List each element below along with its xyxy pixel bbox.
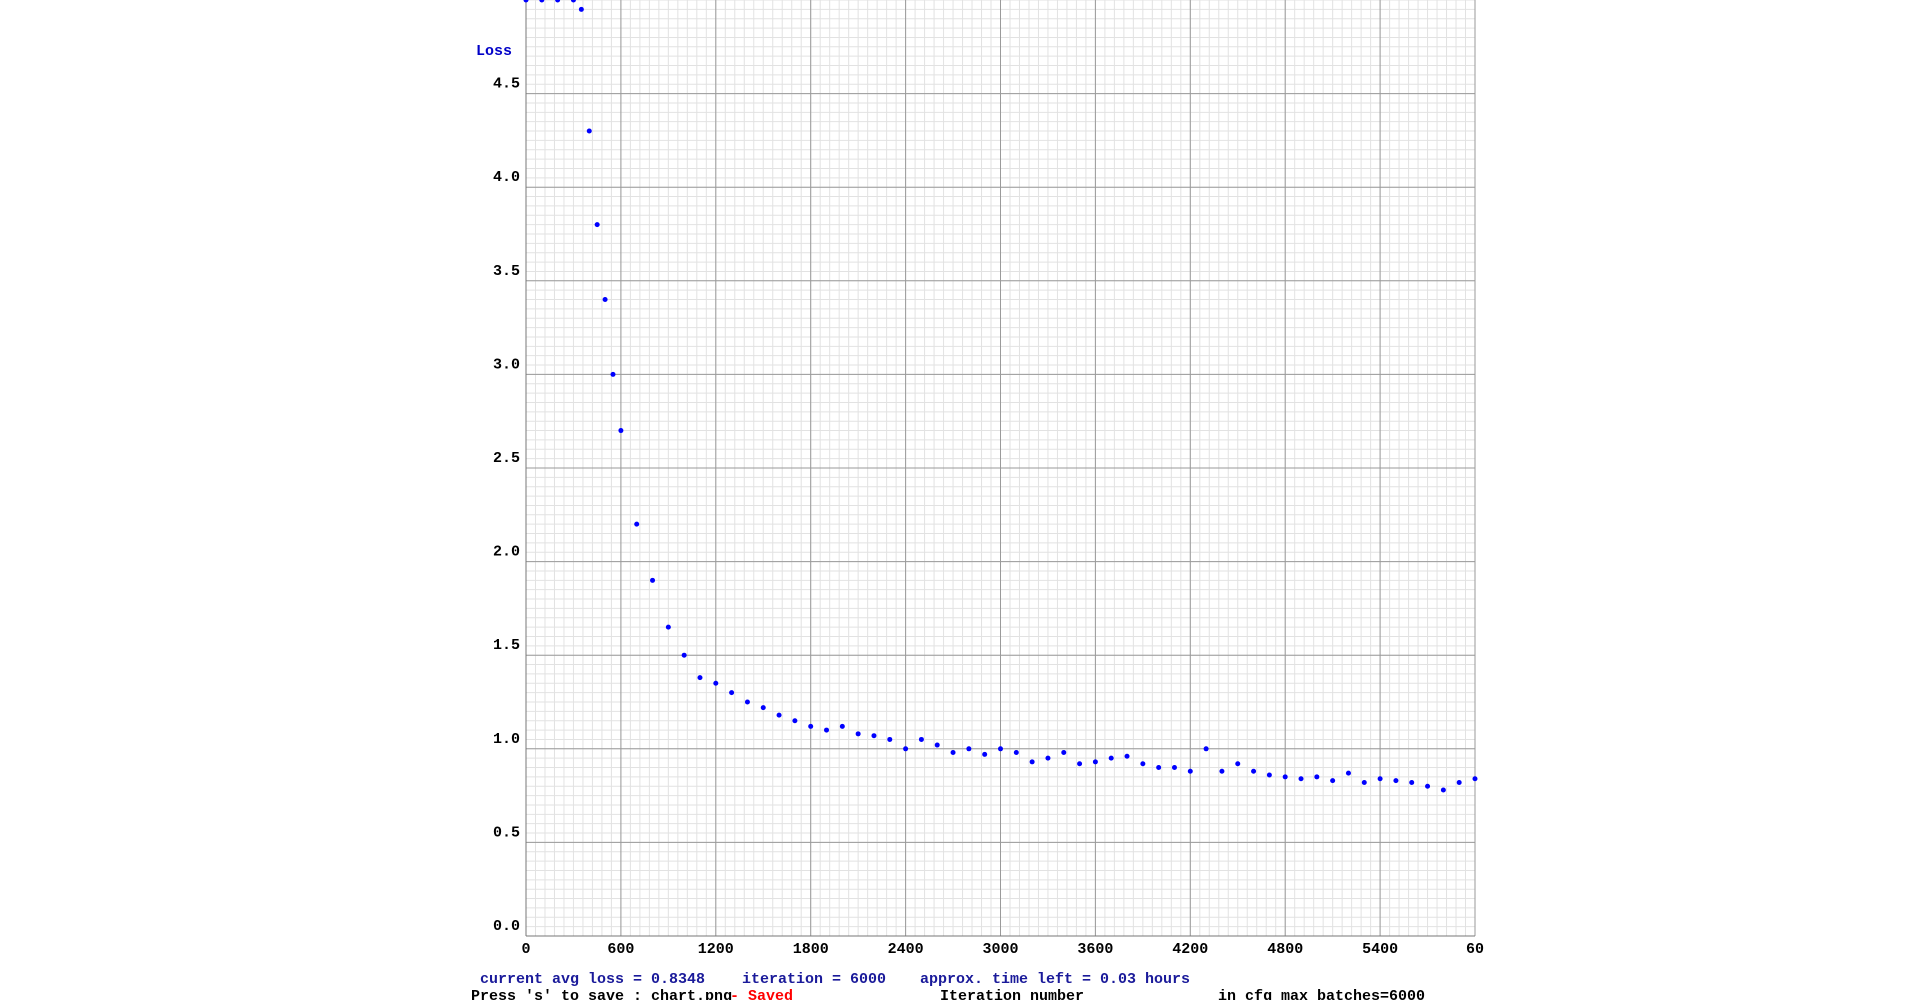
grid	[525, 0, 1476, 937]
data-point	[998, 746, 1003, 752]
x-tick-label: 60	[1466, 941, 1484, 958]
data-point	[1108, 755, 1114, 761]
x-tick-label: 5400	[1362, 941, 1398, 958]
x-tick-label: 3000	[982, 941, 1018, 958]
data-point	[871, 733, 877, 739]
data-point	[1282, 774, 1288, 780]
data-point	[570, 0, 576, 3]
data-point	[1409, 779, 1415, 785]
x-tick-label: 1200	[698, 941, 734, 958]
data-point	[665, 624, 671, 630]
data-point	[776, 712, 782, 718]
data-point	[1393, 778, 1399, 784]
data-point	[555, 0, 561, 3]
data-point	[1124, 753, 1130, 759]
data-point	[1330, 778, 1336, 784]
data-point	[1045, 755, 1051, 761]
data-point	[1077, 761, 1083, 767]
data-point	[578, 6, 584, 12]
y-tick-label: 1.5	[493, 637, 520, 654]
data-point	[760, 705, 766, 711]
data-point	[1251, 768, 1257, 774]
data-point	[950, 750, 956, 756]
y-tick-label: 3.5	[493, 263, 520, 280]
y-tick-label: 2.0	[493, 544, 520, 561]
data-point	[650, 577, 656, 583]
data-point	[618, 428, 624, 434]
data-point	[1187, 768, 1193, 774]
data-point	[681, 652, 687, 658]
x-tick-label: 4200	[1172, 941, 1208, 958]
data-point	[713, 680, 719, 686]
data-point	[1140, 761, 1146, 767]
data-point	[792, 718, 798, 724]
data-point	[1203, 746, 1209, 752]
data-point	[1472, 776, 1478, 782]
data-point	[1235, 761, 1241, 767]
data-point	[839, 723, 845, 729]
data-point	[966, 746, 972, 752]
data-point	[523, 0, 529, 3]
y-axis-label: Loss	[476, 43, 512, 60]
data-point	[1061, 750, 1067, 756]
data-point	[539, 0, 545, 3]
x-tick-label: 0	[521, 941, 530, 958]
data-point	[1013, 750, 1019, 756]
data-point	[918, 736, 924, 742]
data-point	[1314, 774, 1320, 780]
save-hint: Press 's' to save : chart.png	[471, 988, 732, 1000]
data-point	[1092, 759, 1098, 765]
x-tick-label: 600	[607, 941, 634, 958]
data-point	[744, 699, 750, 705]
data-point	[903, 746, 909, 752]
data-point	[1361, 779, 1367, 785]
data-point	[1156, 765, 1162, 771]
x-tick-label: 2400	[888, 941, 924, 958]
y-tick-label: 1.0	[493, 731, 520, 748]
y-tick-label: 2.5	[493, 450, 520, 467]
y-tick-label: 3.0	[493, 356, 520, 373]
data-point	[602, 297, 608, 303]
x-tick-label: 1800	[793, 941, 829, 958]
cfg-note: in cfg max_batches=6000	[1218, 988, 1425, 1000]
data-point	[1219, 768, 1225, 774]
data-point	[1029, 759, 1035, 765]
y-tick-label: 0.5	[493, 824, 520, 841]
data-point	[1440, 787, 1446, 793]
data-point	[1345, 770, 1351, 776]
data-point	[1266, 772, 1272, 778]
data-point	[824, 727, 830, 733]
data-point	[634, 521, 640, 527]
y-tick-label: 4.0	[493, 169, 520, 186]
y-tick-label: 4.5	[493, 76, 520, 93]
data-point	[697, 675, 703, 681]
data-point	[934, 742, 940, 748]
x-axis-label: Iteration number	[940, 988, 1084, 1000]
data-point	[586, 128, 592, 134]
data-point	[1377, 776, 1383, 782]
data-point	[855, 731, 861, 737]
data-point	[594, 222, 600, 228]
data-point	[1456, 779, 1462, 785]
data-point	[808, 723, 814, 729]
data-point	[610, 371, 616, 377]
data-point	[1425, 783, 1431, 789]
x-tick-label: 4800	[1267, 941, 1303, 958]
data-point	[1171, 765, 1177, 771]
status-loss: current avg loss = 0.8348	[480, 971, 705, 988]
x-tick-label: 3600	[1077, 941, 1113, 958]
y-tick-label: 0.0	[493, 918, 520, 935]
save-status: - Saved	[730, 988, 793, 1000]
data-point	[729, 690, 735, 696]
status-time: approx. time left = 0.03 hours	[920, 971, 1190, 988]
data-point	[887, 736, 893, 742]
data-point	[982, 751, 988, 757]
status-iteration: iteration = 6000	[742, 971, 886, 988]
data-point	[1298, 776, 1304, 782]
